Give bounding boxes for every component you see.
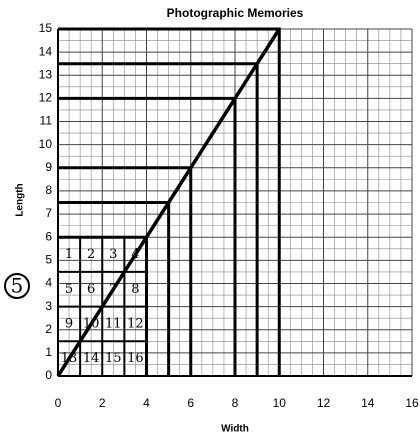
y-tick-label: 11 bbox=[40, 114, 53, 128]
y-tick-label: 15 bbox=[39, 21, 53, 35]
cell-label: 6 bbox=[87, 282, 95, 297]
y-tick-label: 14 bbox=[39, 44, 53, 58]
chart-title: Photographic Memories bbox=[167, 6, 304, 20]
y-tick-label: 6 bbox=[45, 229, 52, 243]
cell-label: 13 bbox=[61, 351, 78, 366]
y-tick-label: 10 bbox=[39, 137, 53, 151]
cell-label: 4 bbox=[131, 247, 139, 262]
y-tick-label: 3 bbox=[45, 299, 52, 313]
cell-label: 12 bbox=[127, 316, 144, 331]
y-tick-label: 12 bbox=[39, 91, 53, 105]
diagonal-line bbox=[56, 28, 281, 377]
x-tick-label: 12 bbox=[317, 396, 331, 410]
x-tick-label: 6 bbox=[187, 396, 194, 410]
cell-label: 3 bbox=[109, 247, 117, 262]
y-tick-label: 8 bbox=[45, 183, 52, 197]
cell-label: 11 bbox=[105, 316, 122, 331]
x-tick-label: 4 bbox=[143, 396, 150, 410]
cell-label: 5 bbox=[65, 282, 73, 297]
x-tick-label: 16 bbox=[405, 396, 419, 410]
cell-label: 9 bbox=[65, 316, 73, 331]
cell-label: 10 bbox=[83, 316, 100, 331]
annotation-circle bbox=[4, 273, 30, 299]
cell-label: 1 bbox=[65, 247, 73, 262]
cell-label: 8 bbox=[131, 282, 139, 297]
annotation: 5 bbox=[11, 274, 24, 298]
x-tick-label: 0 bbox=[55, 396, 62, 410]
y-tick-label: 0 bbox=[45, 368, 52, 382]
x-tick-label: 8 bbox=[232, 396, 239, 410]
cell-label: 15 bbox=[105, 351, 122, 366]
cell-label: 14 bbox=[83, 351, 100, 366]
x-tick-label: 10 bbox=[273, 396, 287, 410]
y-tick-label: 9 bbox=[45, 160, 52, 174]
y-axis-label: Length bbox=[15, 183, 26, 216]
cell-label: 7 bbox=[109, 282, 117, 297]
x-tick-label: 2 bbox=[99, 396, 106, 410]
y-tick-label: 4 bbox=[45, 276, 52, 290]
y-tick-label: 1 bbox=[45, 345, 52, 359]
y-tick-label: 13 bbox=[39, 67, 53, 81]
y-tick-label: 5 bbox=[45, 253, 52, 267]
y-tick-label: 2 bbox=[45, 322, 52, 336]
x-axis-label: Width bbox=[221, 424, 249, 435]
y-tick-label: 7 bbox=[45, 206, 52, 220]
cell-label: 16 bbox=[127, 351, 144, 366]
x-tick-label: 14 bbox=[361, 396, 375, 410]
cell-label: 2 bbox=[87, 247, 95, 262]
